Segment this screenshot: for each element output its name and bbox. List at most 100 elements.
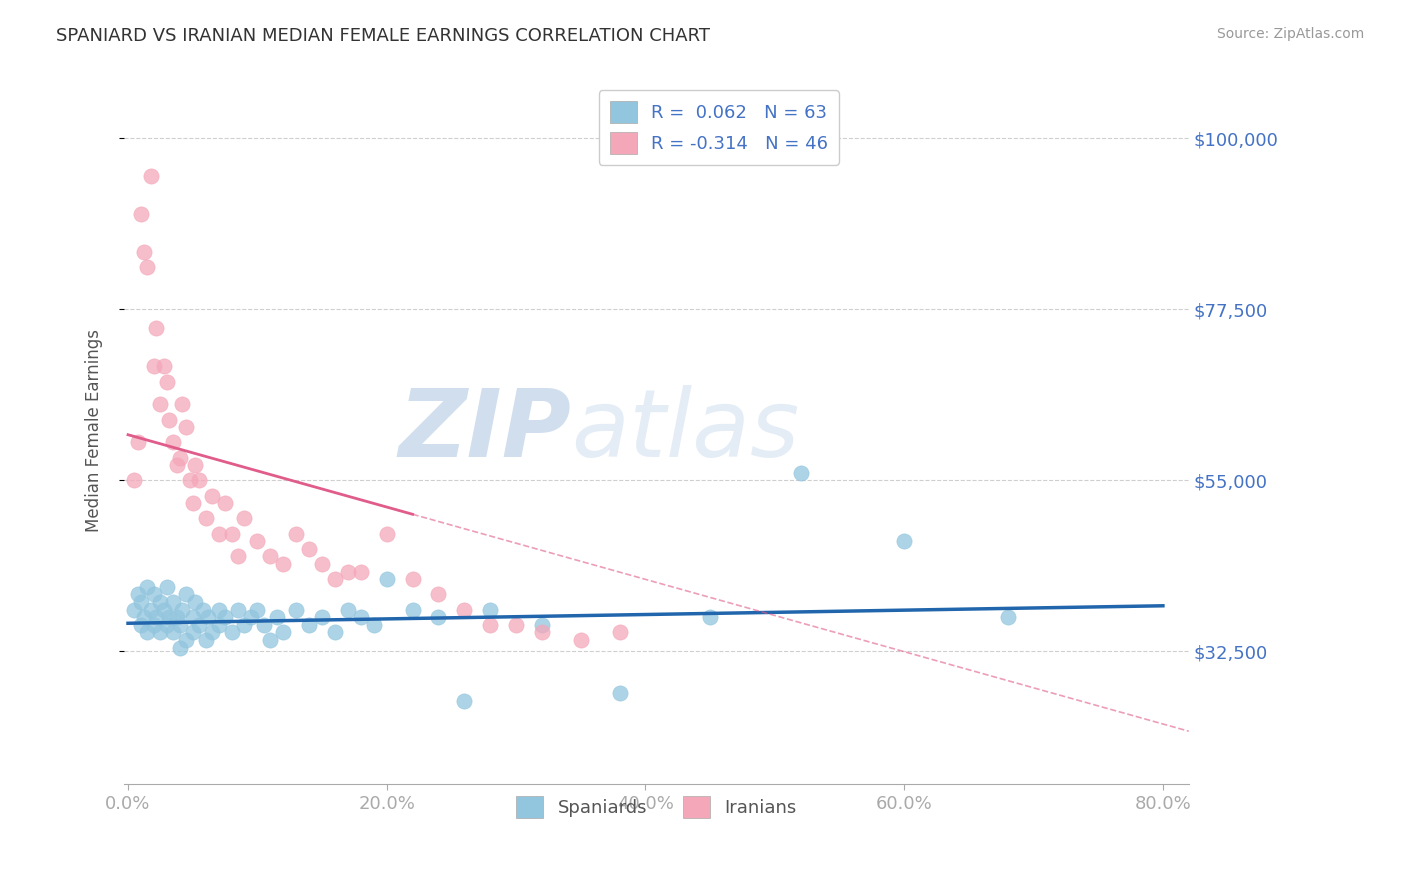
Point xyxy=(479,617,502,632)
Point xyxy=(699,610,721,624)
Point xyxy=(181,496,204,510)
Text: Source: ZipAtlas.com: Source: ZipAtlas.com xyxy=(1216,27,1364,41)
Point xyxy=(141,602,163,616)
Point xyxy=(162,625,184,640)
Point xyxy=(285,526,308,541)
Point xyxy=(214,496,236,510)
Point xyxy=(350,610,373,624)
Point xyxy=(427,587,450,601)
Point xyxy=(149,595,172,609)
Point xyxy=(136,625,159,640)
Point xyxy=(207,617,229,632)
Point xyxy=(149,397,172,411)
Point xyxy=(246,534,269,549)
Y-axis label: Median Female Earnings: Median Female Earnings xyxy=(86,329,103,533)
Point xyxy=(127,587,149,601)
Point xyxy=(156,375,179,389)
Point xyxy=(266,610,288,624)
Point xyxy=(156,617,179,632)
Point xyxy=(375,572,398,586)
Point xyxy=(169,450,191,465)
Point xyxy=(207,526,229,541)
Point xyxy=(479,602,502,616)
Point xyxy=(893,534,915,549)
Point xyxy=(298,541,321,556)
Point xyxy=(246,602,269,616)
Point xyxy=(233,511,256,525)
Point xyxy=(253,617,276,632)
Point xyxy=(181,625,204,640)
Point xyxy=(184,458,207,472)
Point xyxy=(363,617,385,632)
Point xyxy=(401,602,423,616)
Point xyxy=(271,557,294,571)
Point xyxy=(214,610,236,624)
Point xyxy=(453,694,475,708)
Point xyxy=(153,602,176,616)
Point xyxy=(323,572,346,586)
Point xyxy=(221,625,243,640)
Point xyxy=(259,549,281,564)
Point xyxy=(162,595,184,609)
Point xyxy=(609,625,631,640)
Point xyxy=(233,617,256,632)
Point xyxy=(194,511,217,525)
Point xyxy=(179,474,201,488)
Point xyxy=(129,207,152,221)
Point xyxy=(162,435,184,450)
Point xyxy=(285,602,308,616)
Point xyxy=(153,359,176,374)
Point xyxy=(124,474,146,488)
Point xyxy=(136,260,159,275)
Point xyxy=(166,610,188,624)
Point xyxy=(226,549,249,564)
Point xyxy=(505,617,527,632)
Point xyxy=(124,602,146,616)
Point xyxy=(789,466,811,480)
Point xyxy=(201,625,224,640)
Point xyxy=(350,565,373,579)
Point xyxy=(172,602,194,616)
Point xyxy=(453,602,475,616)
Point xyxy=(188,474,211,488)
Point xyxy=(157,412,180,426)
Point xyxy=(375,526,398,541)
Point xyxy=(142,359,165,374)
Point xyxy=(166,458,188,472)
Point xyxy=(181,610,204,624)
Text: SPANIARD VS IRANIAN MEDIAN FEMALE EARNINGS CORRELATION CHART: SPANIARD VS IRANIAN MEDIAN FEMALE EARNIN… xyxy=(56,27,710,45)
Point xyxy=(169,617,191,632)
Point xyxy=(997,610,1019,624)
Text: atlas: atlas xyxy=(571,385,800,476)
Point xyxy=(188,617,211,632)
Point xyxy=(174,632,197,647)
Point xyxy=(145,321,167,335)
Point xyxy=(184,595,207,609)
Point xyxy=(323,625,346,640)
Point xyxy=(311,610,333,624)
Point xyxy=(132,610,155,624)
Point xyxy=(311,557,333,571)
Point xyxy=(191,602,214,616)
Point xyxy=(142,587,165,601)
Point xyxy=(401,572,423,586)
Point xyxy=(129,617,152,632)
Point xyxy=(569,632,592,647)
Point xyxy=(127,435,149,450)
Point xyxy=(530,625,553,640)
Point xyxy=(169,640,191,655)
Point xyxy=(530,617,553,632)
Point xyxy=(145,610,167,624)
Point xyxy=(427,610,450,624)
Point xyxy=(197,610,219,624)
Point xyxy=(226,602,249,616)
Legend: Spaniards, Iranians: Spaniards, Iranians xyxy=(509,789,804,825)
Point xyxy=(149,625,172,640)
Point xyxy=(609,686,631,700)
Point xyxy=(174,587,197,601)
Point xyxy=(271,625,294,640)
Point xyxy=(201,489,224,503)
Point xyxy=(239,610,262,624)
Point xyxy=(174,420,197,434)
Point xyxy=(142,617,165,632)
